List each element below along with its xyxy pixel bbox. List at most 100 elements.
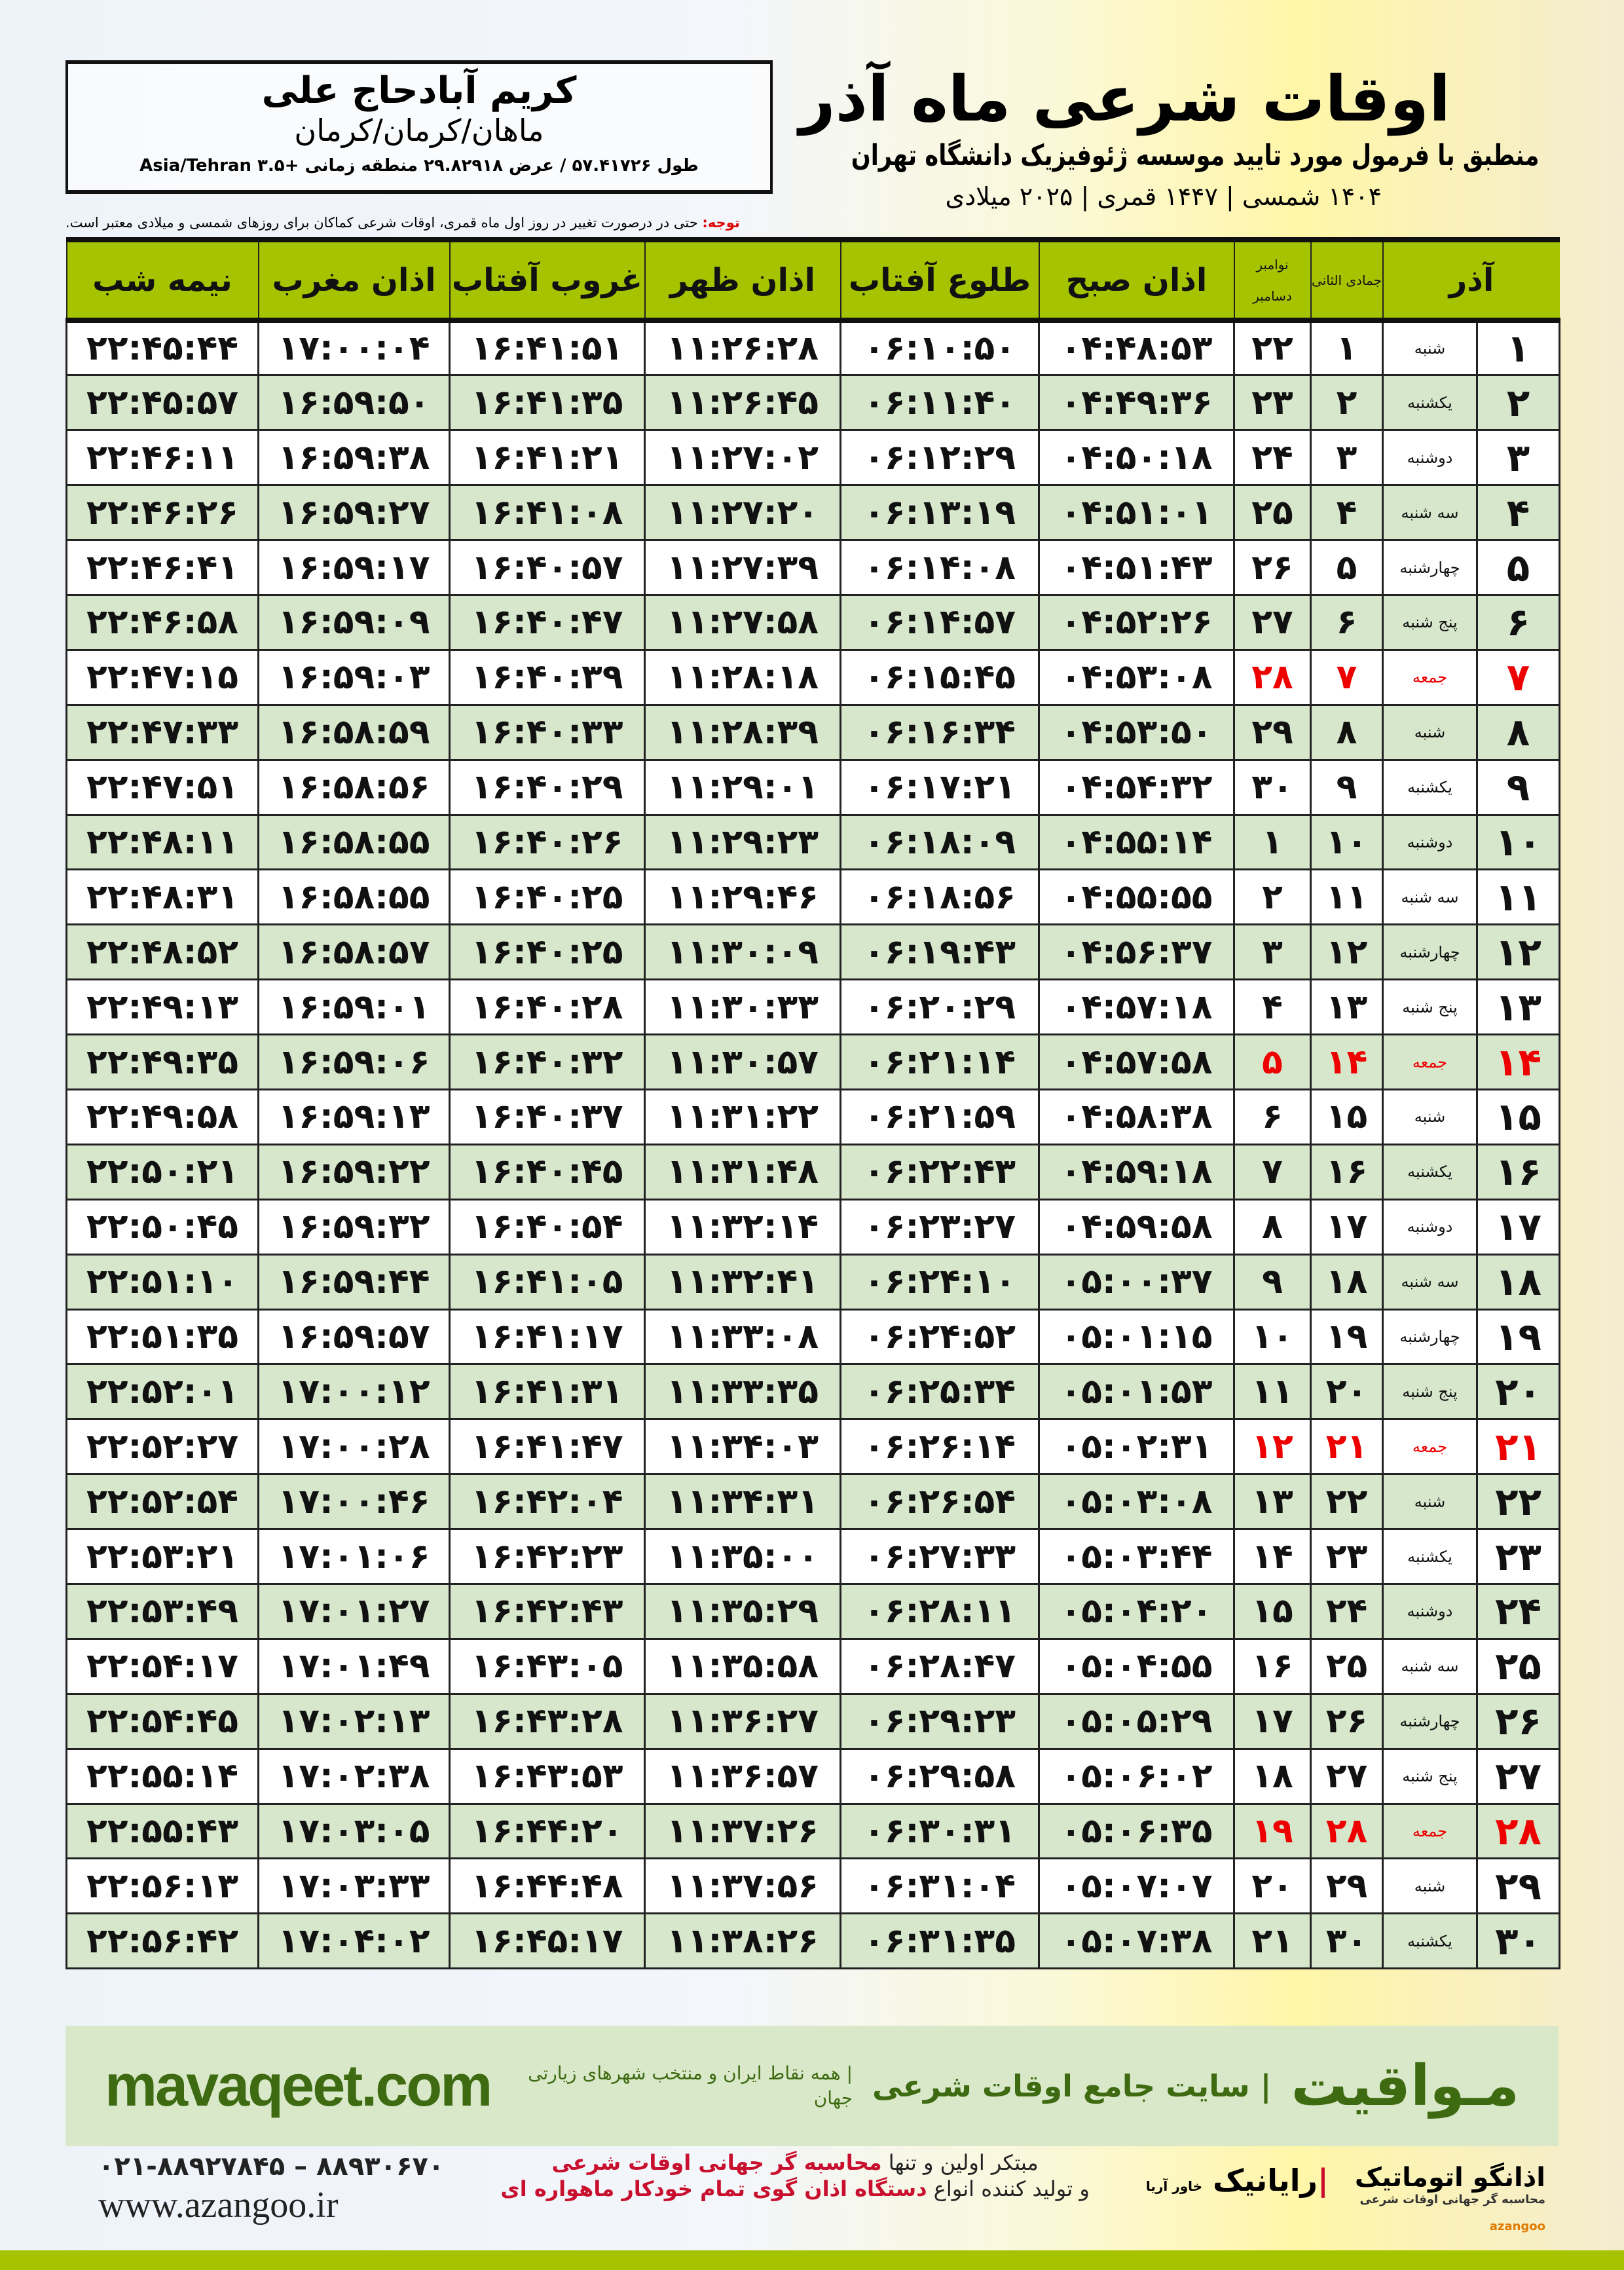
cell-midnight: ۲۲:۴۶:۱۱ — [65, 429, 259, 487]
cell-weekday: جمعه — [1382, 1802, 1478, 1860]
cell-fajr: ۰۵:۰۷:۰۷ — [1038, 1857, 1235, 1915]
banner-tagline-2: | همه نقاط ایران و منتخب شهرهای زیارتی ج… — [528, 2062, 853, 2109]
cell-maghrib: ۱۶:۵۸:۵۹ — [257, 703, 451, 761]
cell-sunset: ۱۶:۴۳:۲۸ — [449, 1692, 646, 1750]
azangoo-logo-text: اذانگو اتوماتیک — [1354, 2163, 1545, 2193]
cell-gregorian-day: ۲۷ — [1233, 593, 1312, 651]
cell-maghrib: ۱۷:۰۱:۴۹ — [257, 1637, 451, 1695]
cell-fajr: ۰۴:۵۷:۵۸ — [1038, 1033, 1235, 1090]
cell-sunrise: ۰۶:۲۲:۴۳ — [840, 1143, 1040, 1200]
cell-sunset: ۱۶:۴۰:۲۵ — [449, 868, 646, 926]
cell-fajr: ۰۴:۵۷:۱۸ — [1038, 978, 1235, 1036]
cell-sunrise: ۰۶:۱۴:۰۸ — [840, 539, 1040, 596]
cell-hijri-day: ۲ — [1310, 374, 1384, 432]
cell-weekday: شنبه — [1382, 703, 1478, 761]
cell-hijri-day: ۲۴ — [1310, 1582, 1384, 1640]
cell-midnight: ۲۲:۴۸:۱۱ — [65, 813, 259, 871]
cell-sunset: ۱۶:۴۴:۴۸ — [449, 1857, 646, 1915]
rayanik-logo: |رایانیک خاور آریا — [1145, 2163, 1329, 2198]
cell-weekday: پنج شنبه — [1382, 1363, 1478, 1421]
col-november-label: نوامبر — [1256, 256, 1289, 272]
page-title: اوقات شرعی ماه آذر — [799, 62, 1450, 136]
cell-sunset: ۱۶:۴۰:۴۵ — [449, 1143, 646, 1200]
azangoo-url[interactable]: www.azangoo.ir — [98, 2185, 339, 2225]
cell-gregorian-day: ۳۰ — [1233, 758, 1312, 816]
cell-sunset: ۱۶:۴۱:۵۱ — [449, 319, 646, 377]
cell-maghrib: ۱۷:۰۰:۱۲ — [257, 1363, 451, 1421]
azangoo-logo-sub: محاسبه گر جهانی اوقات شرعی — [1359, 2193, 1545, 2206]
cell-maghrib: ۱۶:۵۸:۵۶ — [257, 758, 451, 816]
cell-dhuhr: ۱۱:۳۵:۲۹ — [644, 1582, 841, 1640]
cell-midnight: ۲۲:۴۵:۴۴ — [65, 319, 259, 377]
cell-sunset: ۱۶:۴۰:۲۵ — [449, 923, 646, 981]
cell-day: ۲۰ — [1476, 1363, 1560, 1421]
cell-hijri-day: ۱۴ — [1310, 1033, 1384, 1090]
mavaqeet-url[interactable]: mavaqeet.com — [105, 2053, 492, 2119]
cell-maghrib: ۱۷:۰۳:۳۳ — [257, 1857, 451, 1915]
cell-dhuhr: ۱۱:۳۵:۰۰ — [644, 1528, 841, 1585]
cell-midnight: ۲۲:۴۸:۳۱ — [65, 868, 259, 926]
cell-fajr: ۰۴:۵۶:۳۷ — [1038, 923, 1235, 981]
cell-gregorian-day: ۲۹ — [1233, 703, 1312, 761]
azangoo-logo: اذانگو اتوماتیک محاسبه گر جهانی اوقات شرع… — [1355, 2163, 1545, 2237]
cell-sunset: ۱۶:۴۱:۳۱ — [449, 1363, 646, 1421]
cell-day: ۱۱ — [1476, 868, 1560, 926]
cell-gregorian-day: ۱۵ — [1233, 1582, 1312, 1640]
cell-sunset: ۱۶:۴۲:۴۳ — [449, 1582, 646, 1640]
cell-fajr: ۰۴:۵۰:۱۸ — [1038, 429, 1235, 487]
cell-gregorian-day: ۱۸ — [1233, 1747, 1312, 1805]
cell-hijri-day: ۱۷ — [1310, 1198, 1384, 1256]
cell-day: ۱۵ — [1476, 1088, 1560, 1145]
table-row: ۱۱ سه شنبه ۱۱ ۲ ۰۴:۵۵:۵۵ ۰۶:۱۸:۵۶ ۱۱:۲۹:۴۶ ۱۶:۴… — [65, 868, 1560, 926]
promo-line1-a: مبتکر اولین و تنها — [881, 2150, 1039, 2175]
cell-hijri-day: ۷ — [1310, 648, 1384, 706]
cell-weekday: یکشنبه — [1382, 374, 1478, 432]
col-midnight: نیمه شب — [65, 237, 259, 323]
cell-sunrise: ۰۶:۱۷:۲۱ — [840, 758, 1040, 816]
cell-gregorian-day: ۱۲ — [1233, 1418, 1312, 1476]
cell-dhuhr: ۱۱:۳۰:۳۳ — [644, 978, 841, 1036]
cell-hijri-day: ۶ — [1310, 593, 1384, 651]
table-row: ۴ سه شنبه ۴ ۲۵ ۰۴:۵۱:۰۱ ۰۶:۱۳:۱۹ ۱۱:۲۷:۲۰ ۱۶:۴۱… — [65, 484, 1560, 542]
table-row: ۸ شنبه ۸ ۲۹ ۰۴:۵۳:۵۰ ۰۶:۱۶:۳۴ ۱۱:۲۸:۳۹ ۱۶:۴۰:۳۳… — [65, 703, 1560, 761]
cell-maghrib: ۱۶:۵۹:۱۷ — [257, 539, 451, 596]
cell-dhuhr: ۱۱:۳۸:۲۶ — [644, 1912, 841, 1970]
cell-dhuhr: ۱۱:۳۳:۳۵ — [644, 1363, 841, 1421]
col-fajr: اذان صبح — [1038, 237, 1234, 323]
cell-sunrise: ۰۶:۲۸:۱۱ — [840, 1582, 1040, 1640]
cell-fajr: ۰۵:۰۳:۰۸ — [1038, 1473, 1235, 1531]
cell-fajr: ۰۴:۵۵:۵۵ — [1038, 868, 1235, 926]
cell-day: ۲۳ — [1476, 1528, 1560, 1585]
col-greg: نوامبر دسامبر — [1233, 237, 1311, 323]
cell-sunset: ۱۶:۴۱:۱۷ — [449, 1308, 646, 1366]
cell-midnight: ۲۲:۴۹:۵۸ — [65, 1088, 259, 1145]
cell-gregorian-day: ۱۷ — [1233, 1692, 1312, 1750]
cell-weekday: سه شنبه — [1382, 868, 1478, 926]
cell-dhuhr: ۱۱:۳۷:۲۶ — [644, 1802, 841, 1860]
cell-day: ۳۰ — [1476, 1912, 1560, 1970]
cell-day: ۲ — [1476, 374, 1560, 432]
cell-midnight: ۲۲:۴۹:۳۵ — [65, 1033, 259, 1090]
cell-dhuhr: ۱۱:۳۴:۳۱ — [644, 1473, 841, 1531]
cell-dhuhr: ۱۱:۳۲:۱۴ — [644, 1198, 841, 1256]
cell-day: ۷ — [1476, 648, 1560, 706]
cell-dhuhr: ۱۱:۳۷:۵۶ — [644, 1857, 841, 1915]
cell-hijri-day: ۲۶ — [1310, 1692, 1384, 1750]
cell-hijri-day: ۲۳ — [1310, 1528, 1384, 1585]
cell-day: ۲۱ — [1476, 1418, 1560, 1476]
cell-day: ۹ — [1476, 758, 1560, 816]
location-city: کریم آبادحاج علی — [261, 69, 577, 112]
cell-sunrise: ۰۶:۲۶:۱۴ — [840, 1418, 1040, 1476]
cell-midnight: ۲۲:۴۶:۴۱ — [65, 539, 259, 596]
cell-dhuhr: ۱۱:۲۷:۲۰ — [644, 484, 841, 542]
cell-weekday: یکشنبه — [1382, 1143, 1478, 1200]
cell-weekday: دوشنبه — [1382, 813, 1478, 871]
cell-fajr: ۰۵:۰۴:۵۵ — [1038, 1637, 1235, 1695]
cell-maghrib: ۱۶:۵۹:۱۳ — [257, 1088, 451, 1145]
bottom-bar — [0, 2250, 1624, 2270]
cell-hijri-day: ۳ — [1310, 429, 1384, 487]
cell-sunrise: ۰۶:۳۱:۳۵ — [840, 1912, 1040, 1970]
banner-tagline: | سایت جامع اوقات شرعی — [872, 2068, 1272, 2104]
cell-fajr: ۰۵:۰۱:۵۳ — [1038, 1363, 1235, 1421]
cell-weekday: چهارشنبه — [1382, 1308, 1478, 1366]
